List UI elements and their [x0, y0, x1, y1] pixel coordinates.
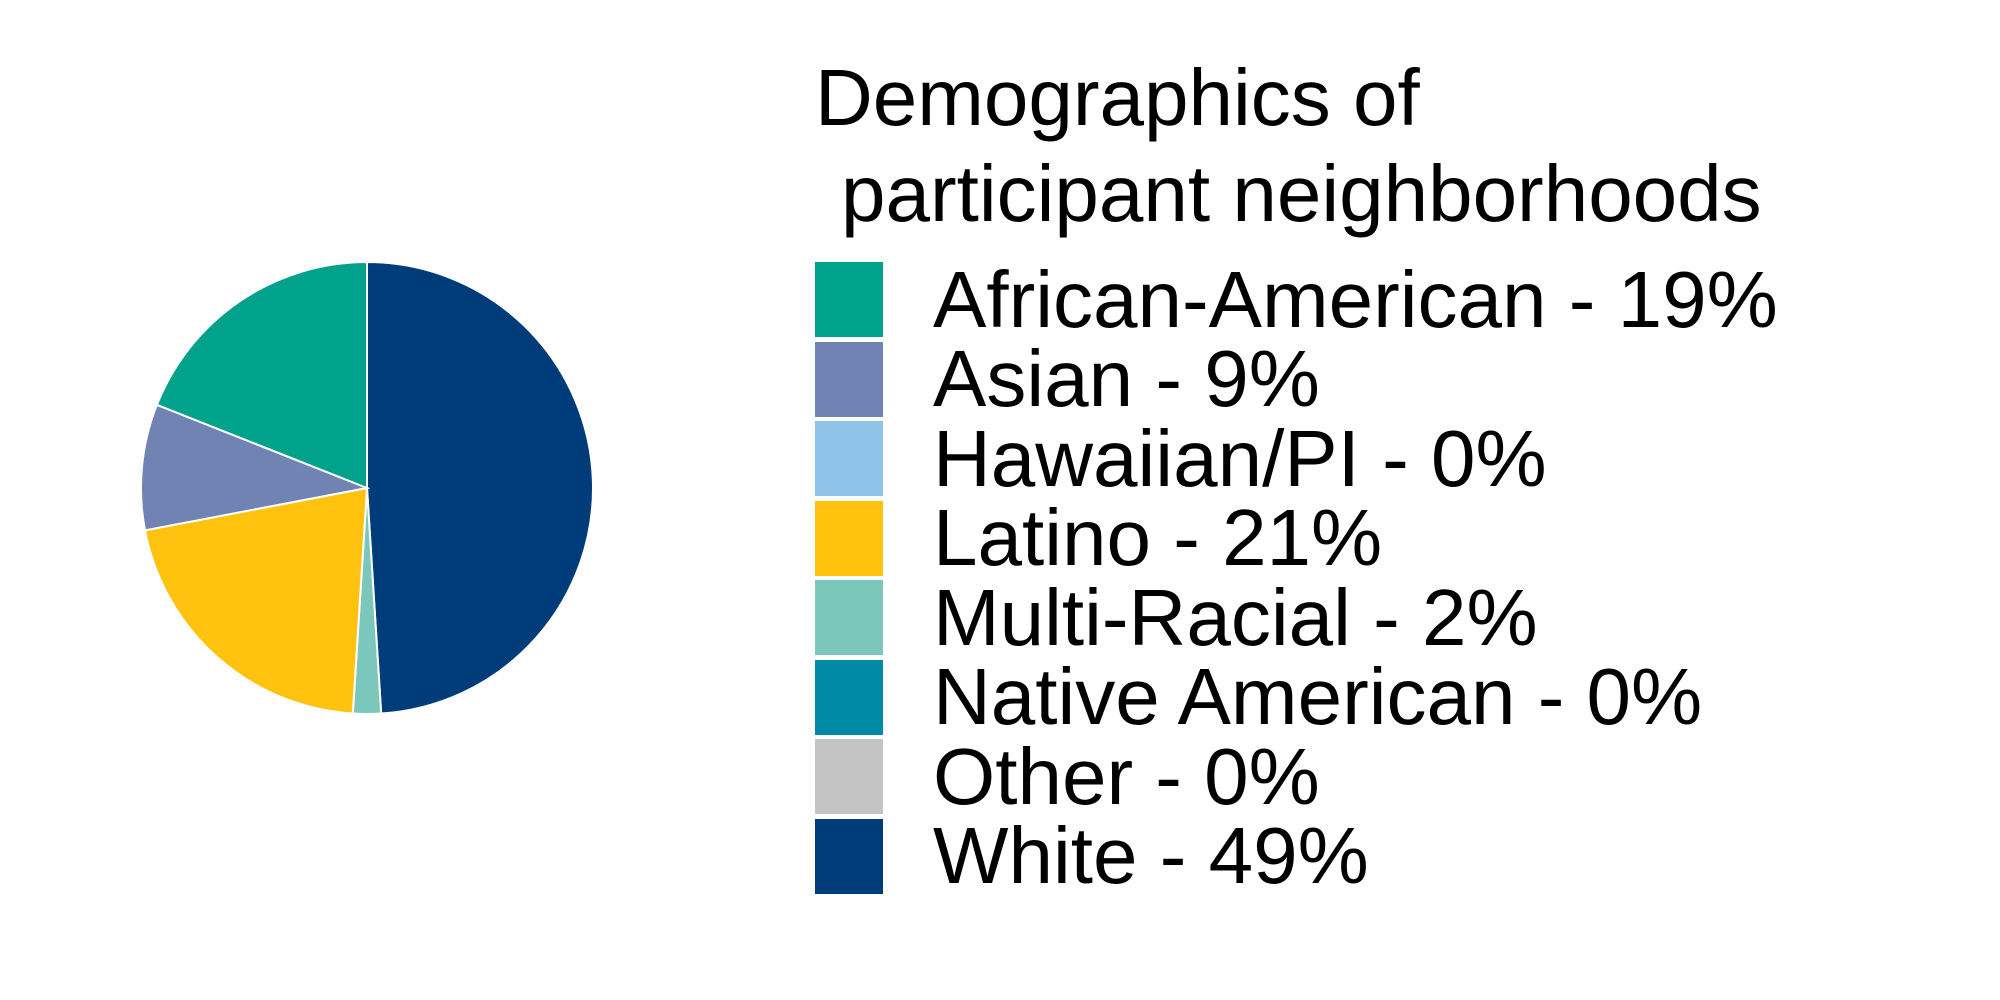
- legend-item-multi-racial: Multi-Racial - 2%: [815, 572, 1985, 662]
- legend-item-african-american: African-American - 19%: [815, 254, 1985, 344]
- legend-label: Latino - 21%: [933, 493, 1383, 583]
- legend-title-line-2: participant neighborhoods: [841, 149, 1762, 238]
- legend-item-other: Other - 0%: [815, 731, 1985, 821]
- legend-label: African-American - 19%: [933, 254, 1778, 344]
- pie-slice-latino: [143, 486, 369, 715]
- legend-swatch: [815, 739, 883, 815]
- legend-swatch: [815, 262, 883, 338]
- legend-label: Multi-Racial - 2%: [933, 572, 1538, 662]
- legend-swatch: [815, 659, 883, 735]
- legend-swatch: [815, 580, 883, 656]
- pie-slice-asian: [140, 403, 371, 532]
- legend-item-hawaiian-pi: Hawaiian/PI - 0%: [815, 413, 1985, 503]
- legend-label: White - 49%: [933, 811, 1369, 901]
- legend-label: Asian - 9%: [933, 334, 1320, 424]
- legend-label: Native American - 0%: [933, 652, 1703, 742]
- legend: Demographics of participant neighborhood…: [815, 50, 1985, 896]
- legend-swatch: [815, 818, 883, 894]
- legend-title: Demographics of participant neighborhood…: [815, 50, 1985, 242]
- legend-swatch: [815, 421, 883, 497]
- legend-item-latino: Latino - 21%: [815, 493, 1985, 583]
- pie-chart: [140, 260, 594, 715]
- legend-item-asian: Asian - 9%: [815, 334, 1985, 424]
- legend-label: Hawaiian/PI - 0%: [933, 413, 1547, 503]
- legend-title-line-1: Demographics of: [815, 53, 1420, 142]
- legend-item-white: White - 49%: [815, 811, 1985, 901]
- legend-swatch: [815, 500, 883, 576]
- legend-item-native-american: Native American - 0%: [815, 652, 1985, 742]
- pie-slice-white: [366, 260, 594, 715]
- legend-label: Other - 0%: [933, 731, 1320, 821]
- pie-slice-african-american: [155, 260, 368, 490]
- legend-list: African-American - 19% Asian - 9% Hawaii…: [815, 254, 1985, 901]
- legend-swatch: [815, 341, 883, 417]
